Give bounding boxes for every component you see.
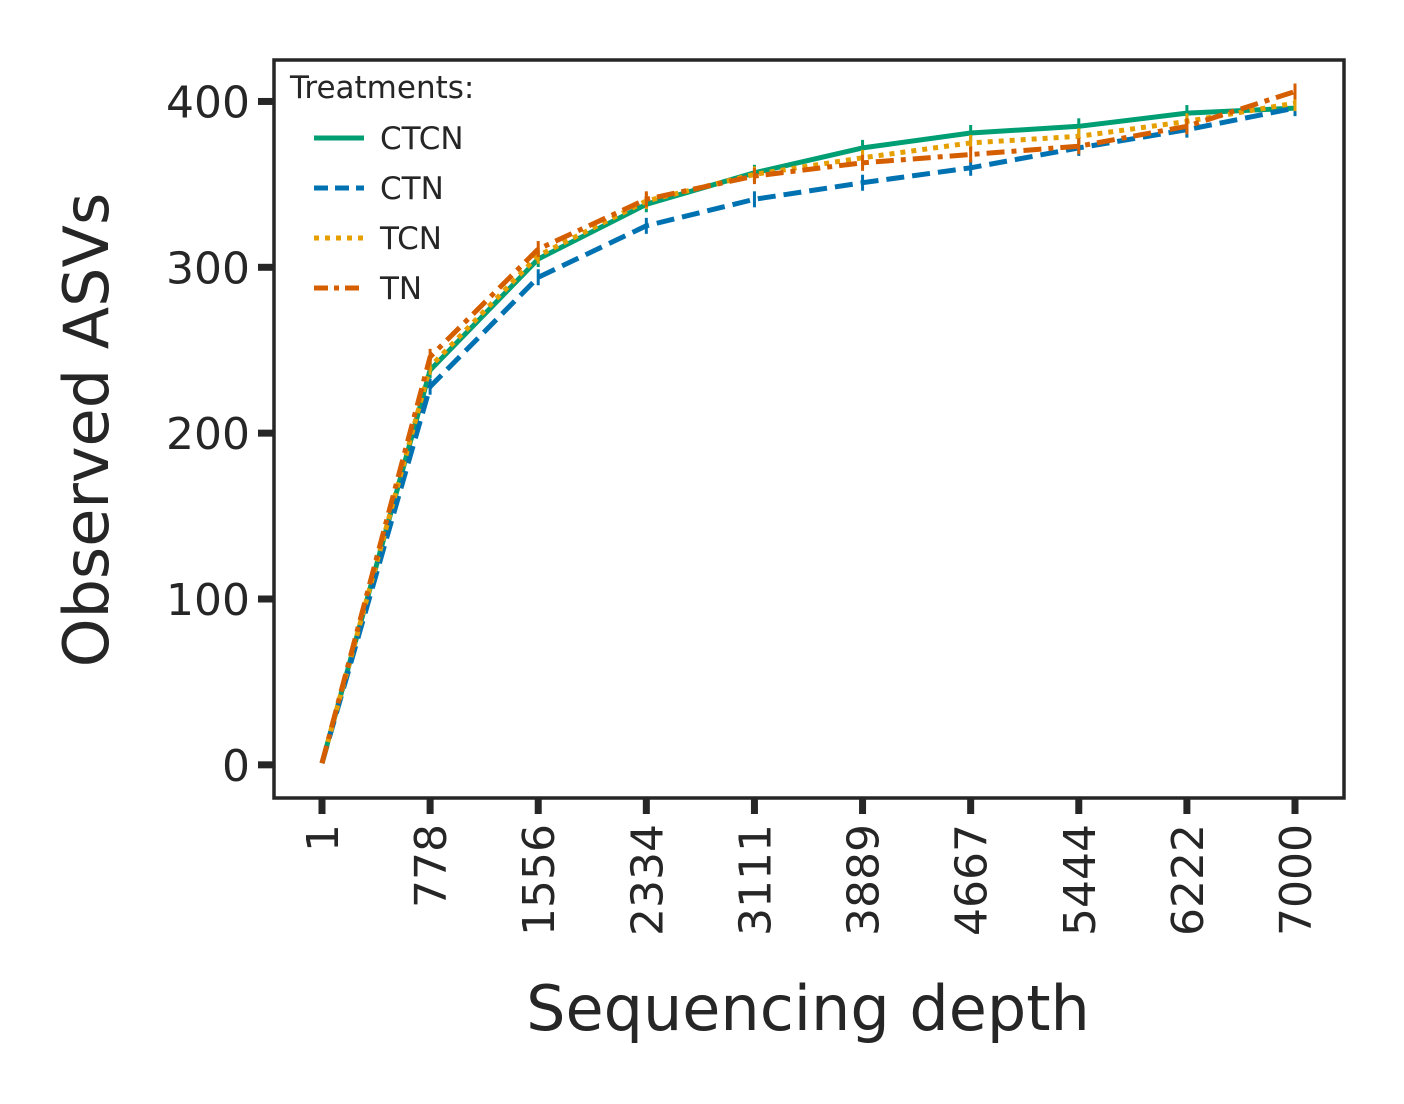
legend-label-ctn: CTN xyxy=(380,171,444,207)
x-tick-label: 3889 xyxy=(839,824,890,936)
x-tick-label: 778 xyxy=(406,824,457,908)
legend: Treatments: CTCN CTN TCN TN xyxy=(289,70,474,307)
series-line-ctn xyxy=(319,105,1296,764)
y-tick-label: 100 xyxy=(166,575,250,626)
x-tick-label: 6222 xyxy=(1163,824,1214,936)
legend-title: Treatments: xyxy=(289,70,474,106)
x-axis-title: Sequencing depth xyxy=(526,972,1090,1045)
y-tick-label: 400 xyxy=(166,77,250,128)
y-tick-label: 200 xyxy=(166,409,250,460)
axes-layer: 0 100 200 300 400 1 778 1556 2334 3111 3889 4667 544… xyxy=(166,58,1346,936)
x-tick-label: 1556 xyxy=(514,824,565,936)
x-tick-label: 4667 xyxy=(947,824,998,936)
series-layer xyxy=(319,83,1297,764)
y-axis-title: Observed ASVs xyxy=(50,193,123,667)
series-line-ctcn xyxy=(319,105,1296,764)
x-tick-label: 7000 xyxy=(1271,824,1322,936)
y-tick-label: 0 xyxy=(222,741,250,792)
y-tick-label: 300 xyxy=(166,243,250,294)
legend-label-tcn: TCN xyxy=(379,221,442,257)
series-line-tcn xyxy=(319,100,1296,764)
legend-label-tn: TN xyxy=(379,271,422,307)
x-tick-label: 3111 xyxy=(730,824,781,936)
x-tick-label: 2334 xyxy=(622,824,673,936)
legend-label-ctcn: CTCN xyxy=(380,121,464,157)
x-tick-label: 5444 xyxy=(1055,824,1106,936)
x-tick-label: 1 xyxy=(298,824,349,852)
plot-frame xyxy=(272,58,1346,800)
series-line-tn xyxy=(319,89,1296,764)
